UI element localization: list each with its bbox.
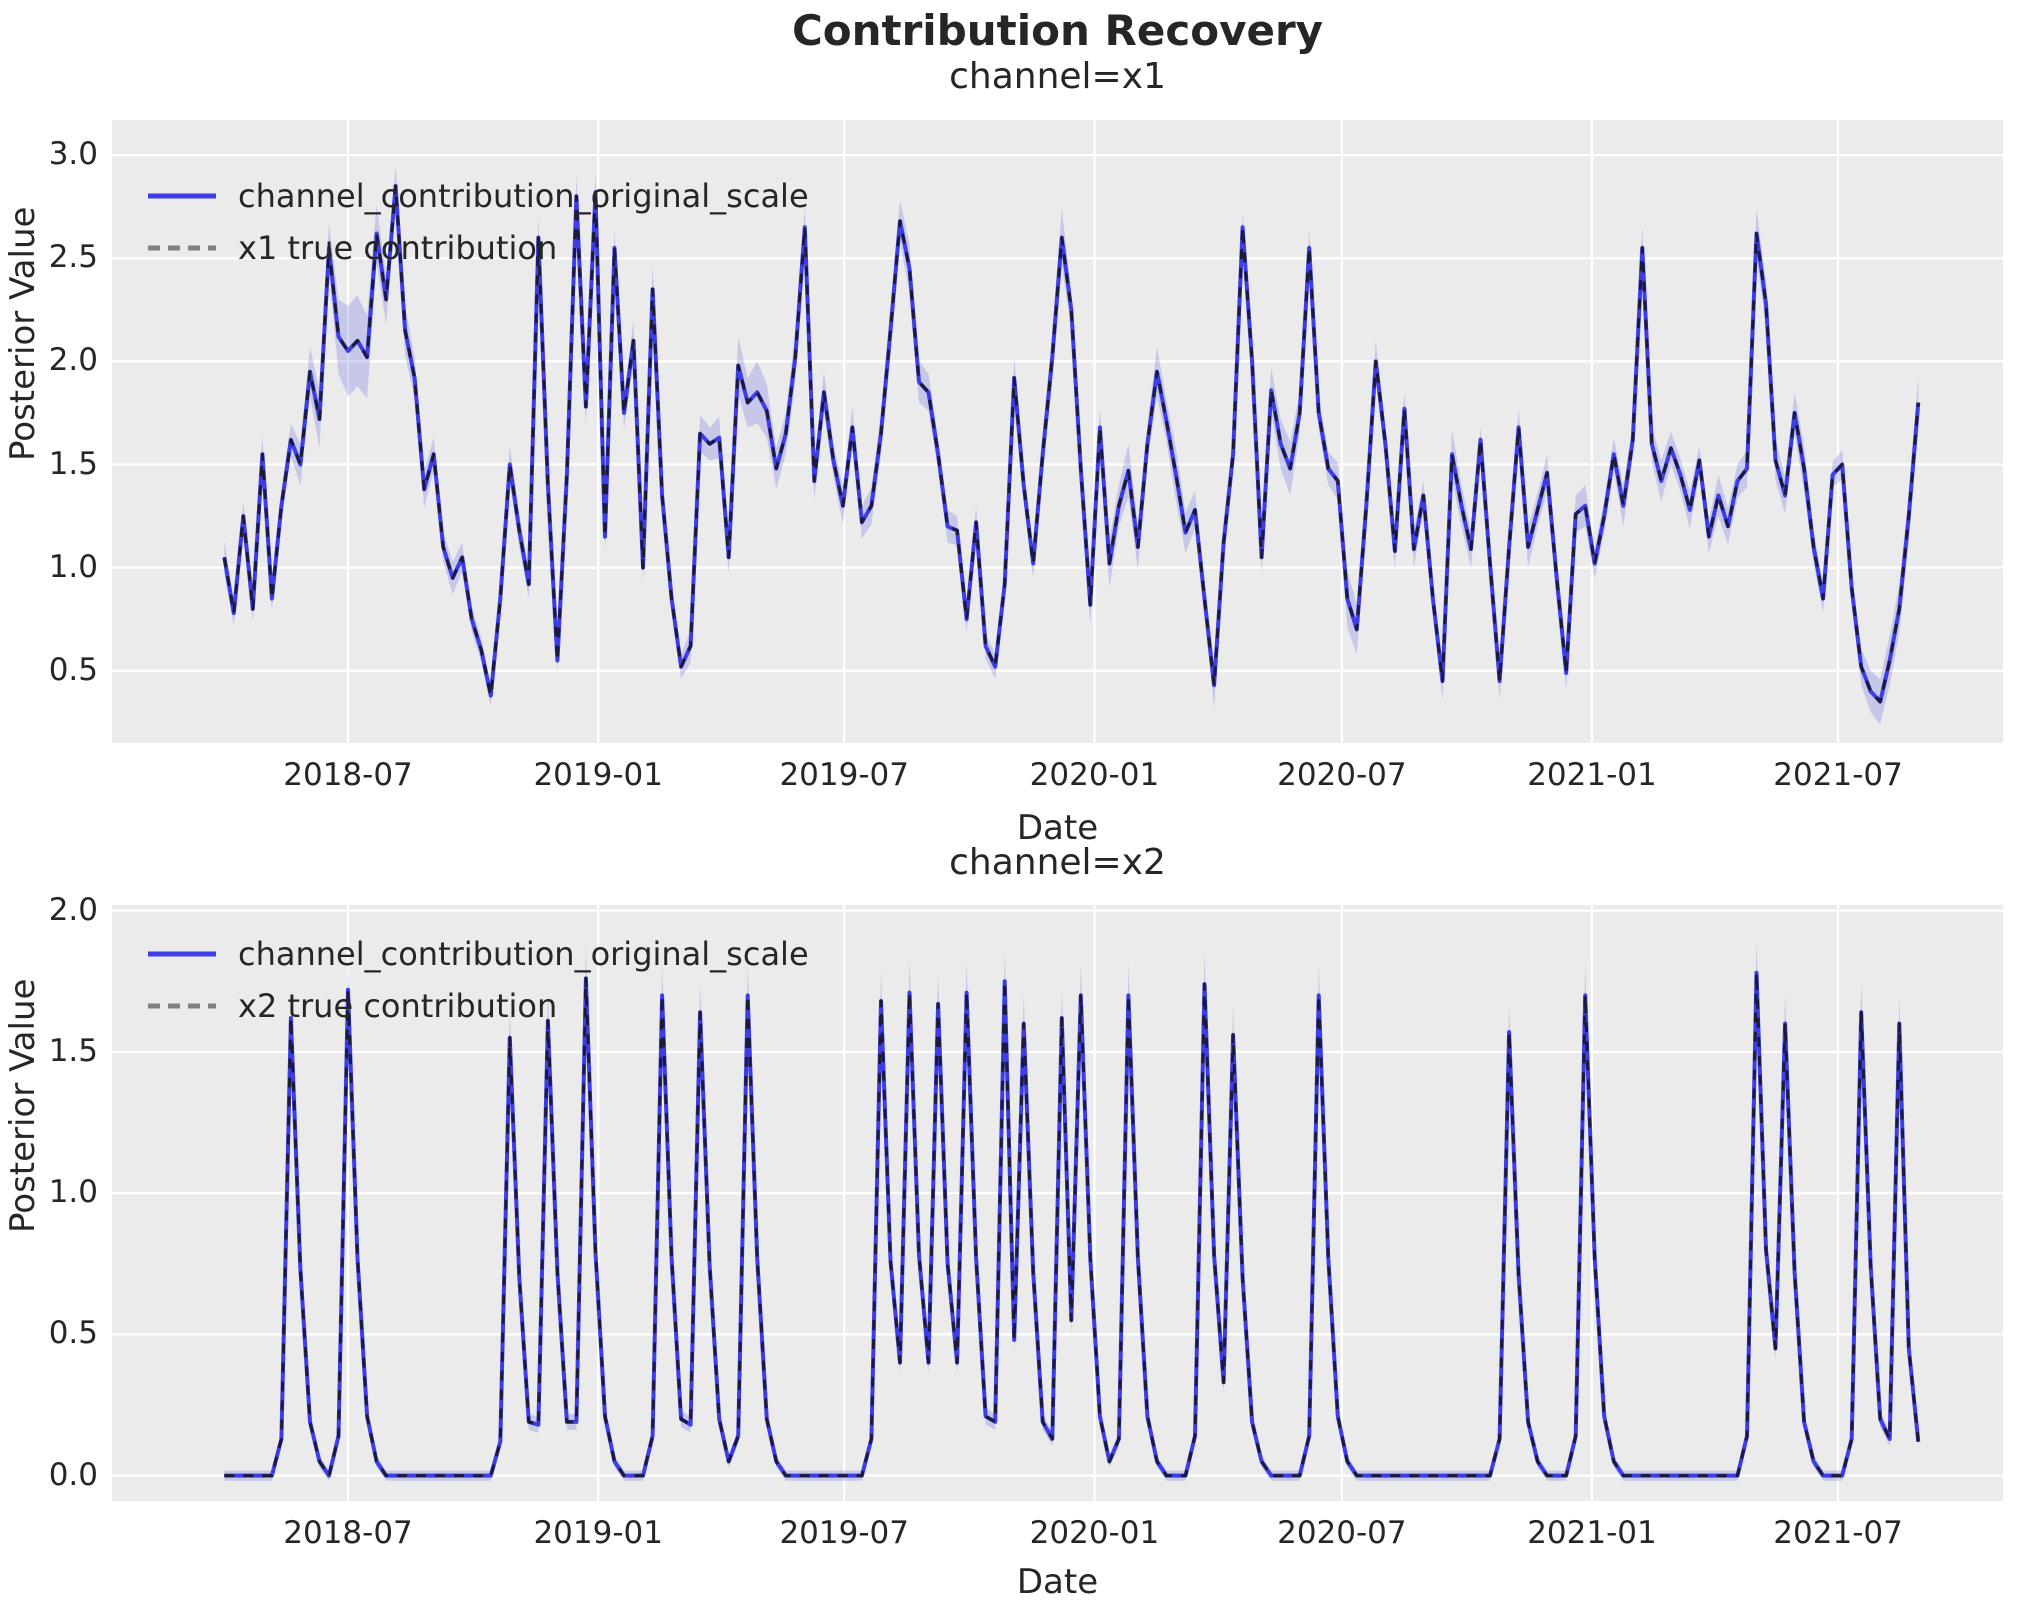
legend-item-true: x1 true contribution [148,222,809,274]
legend-label: channel_contribution_original_scale [238,935,809,973]
legend-item-true: x2 true contribution [148,980,809,1032]
legend-label: x2 true contribution [238,987,558,1025]
plot-area-x2 [112,905,2003,1501]
y-tick-label: 1.5 [48,1032,98,1069]
x-tick-label: 2019-07 [779,1515,909,1551]
y-tick-label: 3.0 [48,136,98,173]
chart-canvas [112,905,2003,1501]
x-tick-label: 2021-07 [1773,757,1903,793]
plot-area-x1 [112,120,2003,743]
figure-title: Contribution Recovery [791,6,1324,55]
legend-label: x1 true contribution [238,229,558,267]
x-tick-label: 2021-01 [1527,1515,1657,1551]
legend-dashed-line-icon [148,245,216,251]
y-tick-label: 2.0 [48,891,98,928]
x-tick-label: 2019-01 [533,757,663,793]
y-tick-label: 1.5 [48,445,98,482]
x-tick-label: 2018-07 [283,757,413,793]
legend-item-posterior: channel_contribution_original_scale [148,170,809,222]
y-tick-label: 0.0 [48,1456,98,1493]
x-tick-label: 2020-07 [1277,757,1407,793]
x-tick-label: 2021-07 [1773,1515,1903,1551]
x-tick-label: 2021-01 [1527,757,1657,793]
y-tick-label: 0.5 [48,651,98,688]
x-tick-label: 2019-07 [779,757,909,793]
x-tick-label: 2020-01 [1029,757,1160,793]
x-axis-label-x2: Date [1016,1562,1099,1602]
true-contribution-line [222,184,1920,704]
y-tick-label: 2.5 [48,239,98,276]
subplot-title-x2: channel=x2 [949,842,1166,883]
x-tick-label: 2020-01 [1029,1515,1160,1551]
subplot-title-x1: channel=x1 [949,56,1166,97]
legend-x1: channel_contribution_original_scale x1 t… [148,170,809,274]
legend-dashed-line-icon [148,1003,216,1009]
legend-solid-line-icon [148,193,216,199]
legend-x2: channel_contribution_original_scale x2 t… [148,928,809,1032]
y-tick-label: 1.0 [48,1174,98,1211]
chart-canvas [112,120,2003,743]
x-tick-label: 2018-07 [283,1515,413,1551]
x-tick-label: 2020-07 [1277,1515,1407,1551]
y-tick-label: 0.5 [48,1315,98,1352]
legend-solid-line-icon [148,951,216,957]
true-contribution-line [224,971,1920,1478]
y-tick-label: 2.0 [48,342,98,379]
legend-item-posterior: channel_contribution_original_scale [148,928,809,980]
x-tick-label: 2019-01 [533,1515,663,1551]
legend-label: channel_contribution_original_scale [238,177,809,215]
x-axis-label-x1: Date [1016,808,1099,848]
y-tick-label: 1.0 [48,548,98,585]
